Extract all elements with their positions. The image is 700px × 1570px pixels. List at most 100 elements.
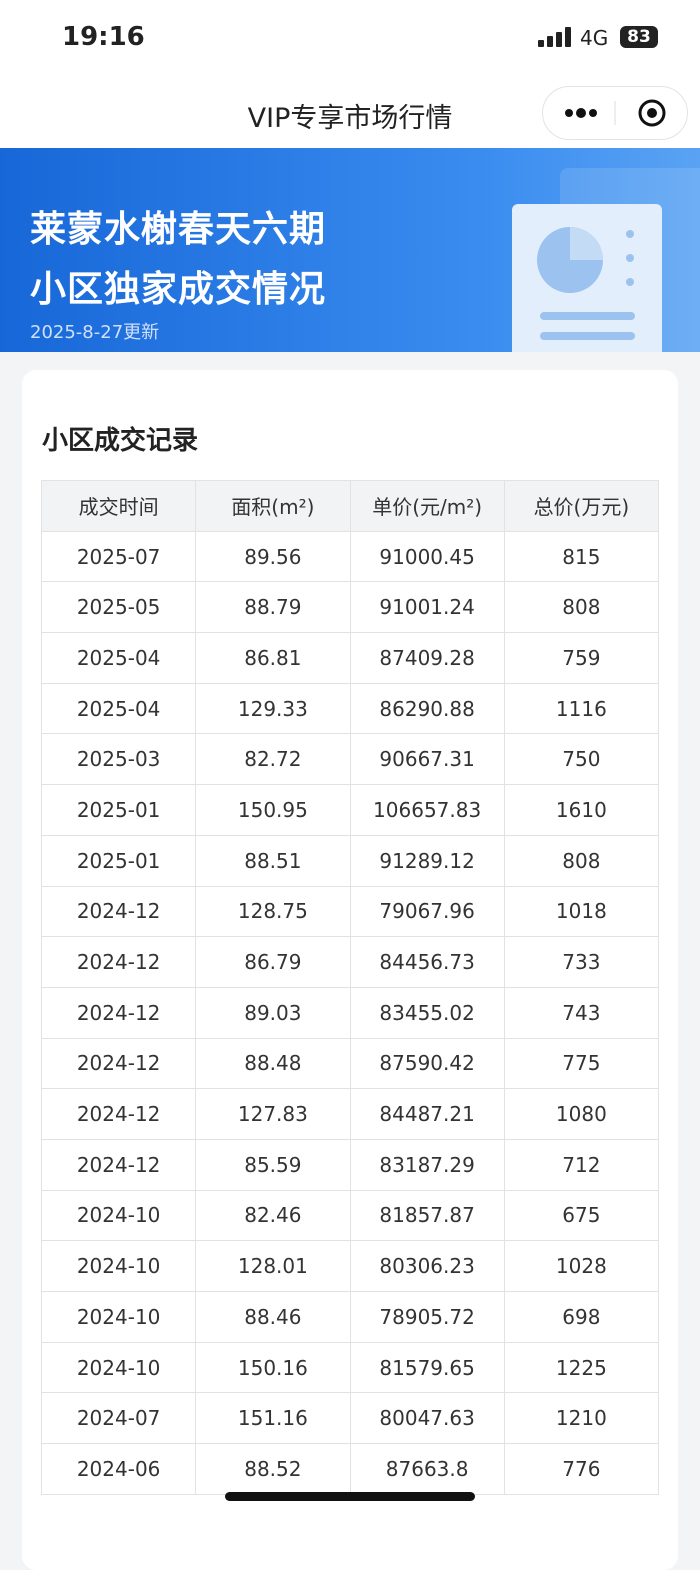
table-cell: 89.03 <box>195 986 351 1039</box>
table-cell: 2024-12 <box>40 1088 197 1140</box>
table-cell: 2024-12 <box>40 885 197 938</box>
column-header: 成交时间 <box>40 480 197 532</box>
table-cell: 698 <box>503 1291 660 1343</box>
table-cell: 150.16 <box>195 1341 351 1394</box>
table-cell: 2024-06 <box>40 1443 197 1495</box>
table-cell: 82.46 <box>195 1189 351 1242</box>
table-cell: 808 <box>503 834 660 887</box>
table-row: 2024-06 88.52 87663.8 776 <box>40 1443 660 1495</box>
table-cell: 89.56 <box>195 530 351 583</box>
table-cell: 150.95 <box>195 784 351 836</box>
table-cell: 84487.21 <box>349 1088 505 1140</box>
table-row: 2025-04 129.33 86290.88 1116 <box>40 682 660 735</box>
card-title: 小区成交记录 <box>42 426 199 456</box>
record-table: 成交时间 面积(m²) 单价(元/m²) 总价(万元) 2025-07 89.56 910… <box>40 480 660 1495</box>
table-cell: 106657.83 <box>349 784 505 836</box>
table-row: 2024-12 85.59 83187.29 712 <box>40 1138 660 1191</box>
table-cell: 86290.88 <box>349 682 505 735</box>
table-cell: 91289.12 <box>349 834 505 887</box>
table-cell: 808 <box>503 581 660 634</box>
table-cell: 88.48 <box>195 1037 351 1090</box>
table-cell: 2024-12 <box>40 1037 197 1090</box>
table-cell: 129.33 <box>195 682 351 735</box>
table-cell: 83455.02 <box>349 986 505 1039</box>
table-cell: 151.16 <box>195 1392 351 1445</box>
header-row: 成交时间 面积(m²) 单价(元/m²) 总价(万元) <box>40 480 660 532</box>
table-cell: 2024-10 <box>40 1341 197 1394</box>
table-cell: 128.75 <box>195 885 351 938</box>
table-cell: 85.59 <box>195 1138 351 1191</box>
table-cell: 2024-12 <box>40 1138 197 1191</box>
table-cell: 88.79 <box>195 581 351 634</box>
table-cell: 815 <box>503 530 660 583</box>
table-cell: 759 <box>503 632 660 684</box>
table-cell: 88.52 <box>195 1443 351 1495</box>
table-cell: 91001.24 <box>349 581 505 634</box>
table-cell: 81857.87 <box>349 1189 505 1242</box>
table-cell: 2024-07 <box>40 1392 197 1445</box>
banner-title: 莱蒙水榭春天六期 <box>30 209 327 250</box>
capsule-icons[interactable] <box>543 87 687 139</box>
home-indicator <box>225 1492 475 1501</box>
column-header: 面积(m²) <box>195 480 351 532</box>
table-cell: 1080 <box>503 1088 660 1140</box>
table-cell: 86.81 <box>195 632 351 684</box>
table-row: 2024-12 88.48 87590.42 775 <box>40 1037 660 1090</box>
table-row: 2024-10 82.46 81857.87 675 <box>40 1189 660 1242</box>
table-cell: 1116 <box>503 682 660 735</box>
table-cell: 81579.65 <box>349 1341 505 1394</box>
table-cell: 2024-10 <box>40 1189 197 1242</box>
table-cell: 776 <box>503 1443 660 1495</box>
nav-bar: VIP专享市场行情 <box>0 76 700 148</box>
table-row: 2024-12 128.75 79067.96 1018 <box>40 885 660 938</box>
network: 4G <box>580 26 609 50</box>
table-cell: 775 <box>503 1037 660 1090</box>
table-body: 2025-07 89.56 91000.45 815 2025-05 88.79 91001… <box>40 530 660 1495</box>
table-row: 2025-03 82.72 90667.31 750 <box>40 733 660 786</box>
table-cell: 733 <box>503 936 660 988</box>
table-cell: 80047.63 <box>349 1392 505 1445</box>
table-row: 2024-12 86.79 84456.73 733 <box>40 936 660 988</box>
table-row: 2024-12 89.03 83455.02 743 <box>40 986 660 1039</box>
table-cell: 78905.72 <box>349 1291 505 1343</box>
table-row: 2025-07 89.56 91000.45 815 <box>40 530 660 583</box>
table-cell: 83187.29 <box>349 1138 505 1191</box>
table-row: 2024-12 127.83 84487.21 1080 <box>40 1088 660 1140</box>
column-header: 单价(元/m²) <box>349 480 505 532</box>
table-cell: 750 <box>503 733 660 786</box>
table-cell: 88.51 <box>195 834 351 887</box>
table-row: 2025-04 86.81 87409.28 759 <box>40 632 660 684</box>
table-row: 2024-10 150.16 81579.65 1225 <box>40 1341 660 1394</box>
table-cell: 1225 <box>503 1341 660 1394</box>
table-row: 2024-10 128.01 80306.23 1028 <box>40 1240 660 1292</box>
status-bar: 19:16 4G 83 <box>0 0 700 76</box>
record-card: 小区成交记录 成交时间 面积(m²) 单价(元/m²) 总价(万元) 2025-07 8… <box>22 370 678 1570</box>
table-cell: 1210 <box>503 1392 660 1445</box>
table-row: 2025-01 88.51 91289.12 808 <box>40 834 660 887</box>
table-cell: 712 <box>503 1138 660 1191</box>
signal-icon <box>538 27 571 47</box>
nav-title: VIP专享市场行情 <box>247 103 453 134</box>
table-cell: 80306.23 <box>349 1240 505 1292</box>
table-cell: 79067.96 <box>349 885 505 938</box>
table-cell: 2025-01 <box>40 784 197 836</box>
table-cell: 2025-04 <box>40 632 197 684</box>
table-cell: 128.01 <box>195 1240 351 1292</box>
table-cell: 1028 <box>503 1240 660 1292</box>
table-cell: 127.83 <box>195 1088 351 1140</box>
capsule <box>542 86 688 140</box>
table-cell: 2024-10 <box>40 1240 197 1292</box>
table-cell: 91000.45 <box>349 530 505 583</box>
table-cell: 87663.8 <box>349 1443 505 1495</box>
table-row: 2025-01 150.95 106657.83 1610 <box>40 784 660 836</box>
banner-art <box>512 168 700 352</box>
table-cell: 84456.73 <box>349 936 505 988</box>
table-cell: 2025-04 <box>40 682 197 735</box>
table-cell: 82.72 <box>195 733 351 786</box>
table-cell: 88.46 <box>195 1291 351 1343</box>
table-cell: 2024-12 <box>40 986 197 1039</box>
table-cell: 2025-03 <box>40 733 197 786</box>
table-row: 2024-07 151.16 80047.63 1210 <box>40 1392 660 1445</box>
